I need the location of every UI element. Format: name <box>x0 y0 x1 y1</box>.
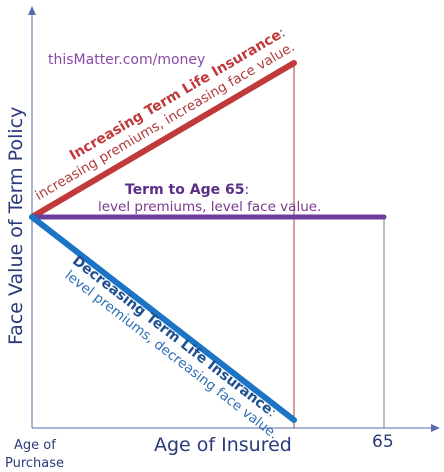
watermark: thisMatter.com/money <box>48 52 205 68</box>
origin-label-line2: Purchase <box>5 456 64 471</box>
x-tick-65: 65 <box>372 432 394 452</box>
x-axis-label: Age of Insured <box>154 434 292 456</box>
level-term-description: level premiums, level face value. <box>98 199 321 215</box>
increasing-term-title: Increasing Term Life Insurance: <box>67 25 288 164</box>
y-axis-label: Face Value of Term Policy <box>5 107 27 345</box>
decreasing-term-title: Decreasing Term Life Insurance: <box>69 253 279 421</box>
decreasing-term-description: level premiums, decreasing face value. <box>62 267 282 442</box>
increasing-term-line <box>29 60 297 220</box>
level-term-title: Term to Age 65: <box>125 182 249 198</box>
origin-label-line1: Age of <box>14 438 56 453</box>
decreasing-term-line <box>29 214 297 423</box>
